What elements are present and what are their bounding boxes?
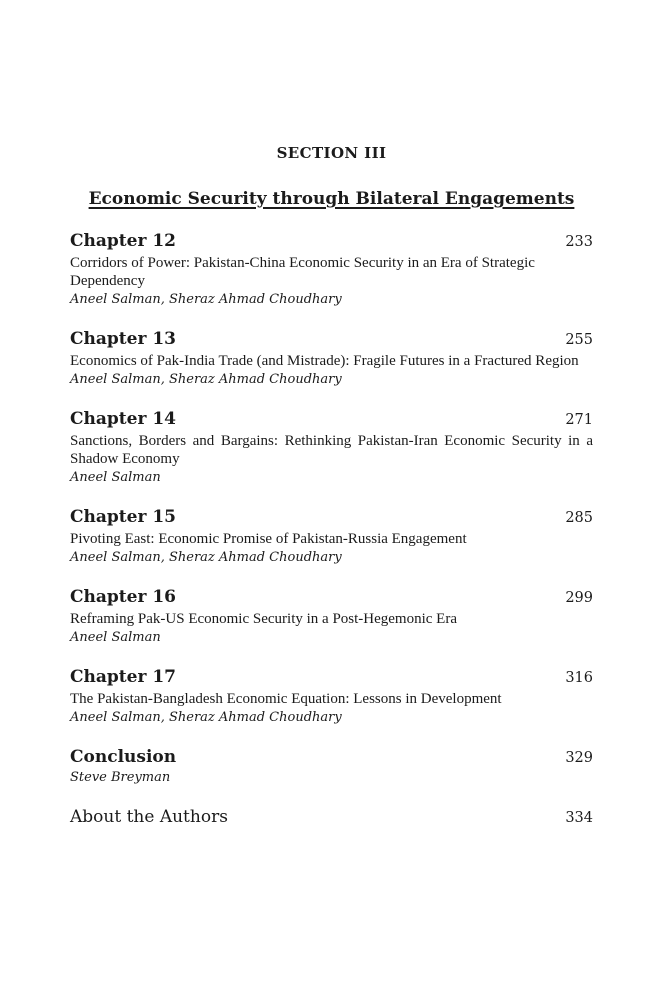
toc-entry-title: Chapter 14 [70,409,176,429]
toc-entry-page-number: 329 [565,750,593,766]
toc-entry-head: Chapter 17 316 [70,667,593,688]
toc-entry: Chapter 12 233 Corridors of Power: Pakis… [70,231,593,308]
toc-entry: Chapter 17 316 The Pakistan-Bangladesh E… [70,667,593,726]
toc-entry-head: Chapter 15 285 [70,507,593,528]
toc-entry-page-number: 233 [565,234,593,250]
toc-list: Chapter 12 233 Corridors of Power: Pakis… [70,231,593,828]
toc-entry-authors: Aneel Salman [70,630,161,645]
toc-entry-head: Conclusion 329 [70,747,593,768]
toc-entry-description: Sanctions, Borders and Bargains: Rethink… [70,433,593,467]
toc-entry-title: Chapter 15 [70,507,176,527]
toc-entry-page-number: 316 [565,670,593,686]
toc-entry-authors: Aneel Salman, Sheraz Ahmad Choudhary [70,372,342,387]
toc-entry: Chapter 14 271 Sanctions, Borders and Ba… [70,409,593,486]
toc-entry-description: Reframing Pak-US Economic Security in a … [70,611,457,627]
toc-entry-page-number: 255 [565,332,593,348]
toc-entry-description: Economics of Pak-India Trade (and Mistra… [70,353,579,369]
toc-entry-description: Corridors of Power: Pakistan-China Econo… [70,255,535,289]
toc-entry-description: Pivoting East: Economic Promise of Pakis… [70,531,467,547]
toc-entry-title: Conclusion [70,747,177,767]
toc-entry: Conclusion 329 Steve Breyman [70,747,593,786]
toc-entry: Chapter 13 255 Economics of Pak-India Tr… [70,329,593,388]
toc-entry-authors: Aneel Salman, Sheraz Ahmad Choudhary [70,710,342,725]
toc-entry-description: The Pakistan-Bangladesh Economic Equatio… [70,691,502,707]
toc-entry-title: Chapter 12 [70,231,176,251]
toc-entry-authors: Aneel Salman [70,470,161,485]
section-title: Economic Security through Bilateral Enga… [88,189,575,209]
toc-entry-page-number: 299 [565,590,593,606]
toc-entry: Chapter 15 285 Pivoting East: Economic P… [70,507,593,566]
toc-entry: About the Authors 334 [70,807,593,828]
toc-entry-title: Chapter 17 [70,667,176,687]
toc-entry-page-number: 334 [565,810,593,826]
section-label: SECTION III [276,144,387,162]
toc-entry-authors: Steve Breyman [70,770,171,785]
toc-entry-head: Chapter 14 271 [70,409,593,430]
toc-entry-head: About the Authors 334 [70,807,593,828]
toc-entry-authors: Aneel Salman, Sheraz Ahmad Choudhary [70,550,342,565]
toc-entry-head: Chapter 12 233 [70,231,593,252]
toc-entry: Chapter 16 299 Reframing Pak-US Economic… [70,587,593,646]
toc-entry-head: Chapter 13 255 [70,329,593,350]
toc-entry-title: Chapter 16 [70,587,176,607]
toc-entry-page-number: 285 [565,510,593,526]
toc-entry-title: About the Authors [70,807,228,827]
toc-entry-authors: Aneel Salman, Sheraz Ahmad Choudhary [70,292,342,307]
toc-entry-title: Chapter 13 [70,329,176,349]
toc-entry-page-number: 271 [565,412,593,428]
toc-entry-head: Chapter 16 299 [70,587,593,608]
